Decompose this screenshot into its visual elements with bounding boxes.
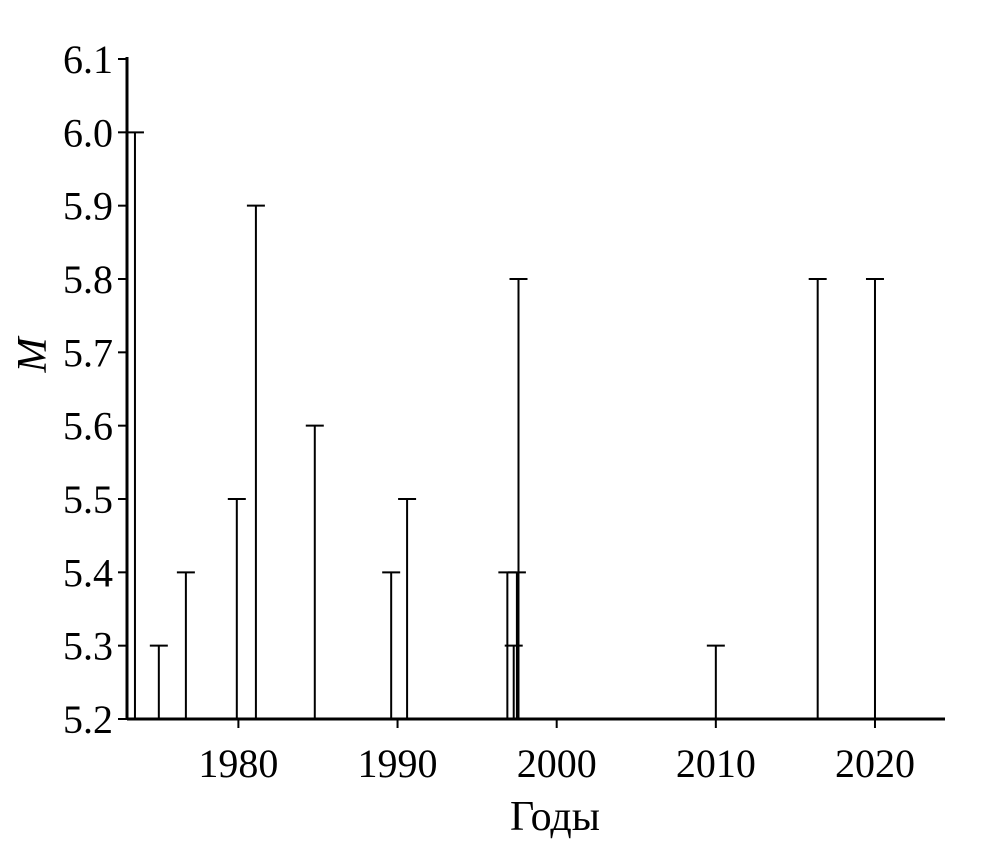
- x-tick-label: 2020: [835, 741, 915, 786]
- y-tick-label: 5.9: [63, 184, 113, 229]
- y-tick-label: 5.6: [63, 404, 113, 449]
- y-tick-label: 6.0: [63, 110, 113, 155]
- stem: [382, 571, 401, 719]
- stem: [865, 278, 884, 719]
- y-tick-label: 5.2: [63, 697, 113, 742]
- y-tick-label: 5.7: [63, 330, 113, 375]
- stem: [504, 644, 523, 719]
- y-tick-label: 5.4: [63, 550, 113, 595]
- y-tick-label: 5.5: [63, 477, 113, 522]
- stem: [149, 644, 168, 719]
- x-tick-label: 2010: [676, 741, 756, 786]
- stem: [227, 498, 246, 719]
- stem: [305, 424, 324, 719]
- y-axis-title: M: [10, 336, 56, 374]
- stem: [509, 278, 528, 719]
- stem: [176, 571, 195, 719]
- x-tick-label: 2000: [517, 741, 597, 786]
- stem: [125, 131, 144, 719]
- stem: [398, 498, 417, 719]
- y-tick-label: 6.1: [63, 37, 113, 82]
- y-tick-label: 5.3: [63, 624, 113, 669]
- stem: [808, 278, 827, 719]
- stem: [507, 571, 526, 719]
- x-tick-label: 1980: [198, 741, 278, 786]
- x-axis-title: Годы: [510, 794, 600, 840]
- stem: [706, 644, 725, 719]
- y-tick-label: 5.8: [63, 257, 113, 302]
- x-tick-label: 1990: [358, 741, 438, 786]
- stem: [246, 204, 265, 719]
